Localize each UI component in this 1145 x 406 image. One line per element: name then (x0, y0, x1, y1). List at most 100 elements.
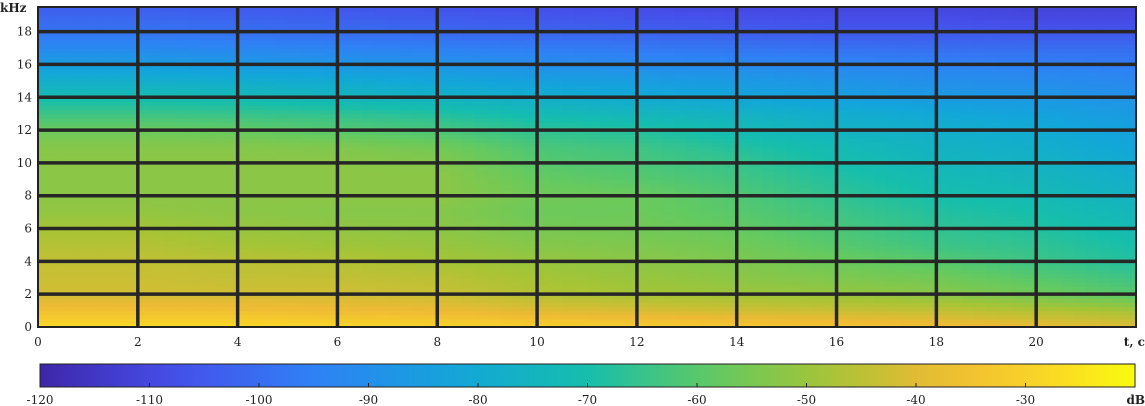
heatmap-cell (674, 277, 688, 283)
heatmap-cell (125, 318, 139, 324)
heatmap-cell (649, 285, 663, 291)
heatmap-cell (674, 294, 688, 299)
heatmap-cell (125, 199, 139, 205)
heatmap-cell (412, 322, 426, 327)
heatmap-cell (1036, 269, 1050, 275)
heatmap-cell (898, 97, 913, 102)
heatmap-cell (212, 175, 226, 180)
heatmap-cell (449, 306, 463, 312)
heatmap-cell (1011, 179, 1025, 185)
heatmap-cell (50, 244, 64, 250)
heatmap-cell (674, 273, 688, 279)
heatmap-cell (661, 195, 675, 201)
heatmap-cell (399, 117, 413, 123)
heatmap-cell (711, 203, 725, 209)
heatmap-cell (250, 187, 264, 193)
heatmap-cell (711, 314, 725, 320)
heatmap-cell (112, 232, 126, 238)
heatmap-cell (374, 273, 388, 279)
heatmap-cell (649, 212, 663, 217)
heatmap-cell (1111, 158, 1125, 164)
heatmap-cell (599, 273, 613, 279)
heatmap-cell (736, 101, 750, 107)
heatmap-cell (836, 208, 850, 213)
heatmap-cell (986, 162, 1000, 168)
heatmap-cell (87, 298, 101, 303)
heatmap-cell (1023, 318, 1037, 324)
heatmap-cell (973, 142, 987, 148)
heatmap-cell (38, 179, 52, 185)
heatmap-cell (38, 228, 52, 234)
heatmap-cell (50, 240, 64, 246)
heatmap-cell (537, 298, 551, 303)
heatmap-cell (150, 228, 164, 234)
heatmap-cell (574, 277, 588, 283)
heatmap-cell (175, 121, 189, 127)
heatmap-cell (162, 310, 176, 316)
heatmap-cell (175, 249, 189, 254)
heatmap-cell (1098, 130, 1112, 135)
heatmap-cell (1073, 285, 1087, 291)
heatmap-cell (898, 236, 913, 242)
heatmap-cell (562, 97, 576, 102)
heatmap-cell (1098, 212, 1112, 217)
heatmap-cell (362, 199, 376, 205)
heatmap-cell (275, 171, 289, 176)
heatmap-cell (861, 158, 875, 164)
heatmap-cell (499, 171, 513, 176)
heatmap-cell (811, 208, 825, 213)
heatmap-cell (611, 154, 626, 160)
heatmap-cell (811, 117, 825, 123)
heatmap-cell (437, 105, 451, 111)
heatmap-cell (661, 162, 675, 168)
heatmap-cell (537, 183, 551, 189)
heatmap-cell (374, 285, 388, 291)
heatmap-cell (487, 249, 501, 254)
heatmap-cell (275, 97, 289, 102)
heatmap-cell (998, 117, 1012, 123)
heatmap-cell (412, 138, 426, 143)
heatmap-cell (961, 318, 975, 324)
heatmap-cell (374, 105, 388, 111)
heatmap-cell (599, 146, 613, 152)
heatmap-cell (649, 269, 663, 275)
heatmap-cell (212, 199, 226, 205)
heatmap-cell (674, 244, 688, 250)
heatmap-cell (487, 314, 501, 320)
heatmap-cell (262, 113, 276, 119)
heatmap-cell (225, 240, 239, 246)
heatmap-cell (1086, 175, 1100, 180)
heatmap-cell (1011, 134, 1025, 139)
heatmap-cell (799, 109, 813, 115)
heatmap-cell (761, 162, 775, 168)
heatmap-cell (324, 232, 339, 238)
heatmap-cell (349, 277, 364, 283)
heatmap-cell (362, 150, 376, 156)
heatmap-cell (537, 162, 551, 168)
heatmap-cell (38, 183, 52, 189)
heatmap-cell (861, 253, 875, 258)
heatmap-cell (162, 236, 176, 242)
heatmap-cell (399, 298, 413, 303)
heatmap-cell (162, 154, 176, 160)
heatmap-cell (275, 322, 289, 327)
heatmap-cell (462, 146, 476, 152)
heatmap-cell (749, 171, 763, 176)
heatmap-cell (898, 171, 913, 176)
heatmap-cell (1123, 203, 1136, 209)
heatmap-cell (312, 167, 326, 172)
heatmap-cell (300, 322, 314, 327)
heatmap-cell (449, 97, 463, 102)
heatmap-cell (187, 113, 201, 119)
heatmap-cell (898, 183, 913, 189)
heatmap-cell (1073, 154, 1087, 160)
heatmap-cell (337, 183, 351, 189)
heatmap-cell (512, 113, 526, 119)
heatmap-cell (175, 220, 189, 226)
heatmap-cell (150, 125, 164, 131)
heatmap-cell (861, 113, 875, 119)
heatmap-cell (674, 97, 688, 102)
heatmap-cell (599, 216, 613, 221)
heatmap-cell (824, 322, 838, 327)
heatmap-cell (936, 322, 950, 327)
